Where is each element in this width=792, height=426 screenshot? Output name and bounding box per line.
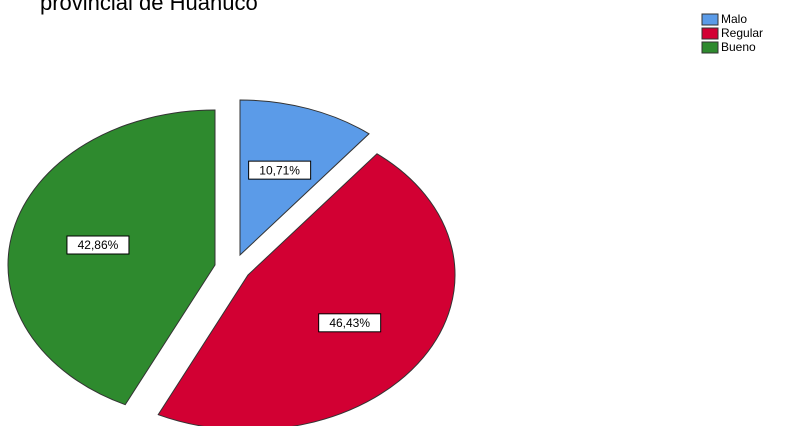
- pie-slice: [157, 153, 456, 426]
- legend-label: Malo: [721, 12, 747, 26]
- data-label-box: [66, 235, 130, 255]
- data-label-box: [248, 160, 312, 180]
- legend-swatch: [701, 41, 719, 54]
- legend-label: Bueno: [721, 40, 756, 54]
- chart-title: provincial de Huanuco: [40, 0, 258, 15]
- legend-swatch: [701, 27, 719, 40]
- data-label: 10,71%: [259, 163, 300, 177]
- pie-slice: [7, 109, 216, 406]
- data-label-box: [318, 313, 382, 333]
- legend-swatch: [701, 13, 719, 26]
- data-label: 42,86%: [78, 238, 119, 252]
- legend-label: Regular: [721, 26, 763, 40]
- data-label: 46,43%: [329, 316, 370, 330]
